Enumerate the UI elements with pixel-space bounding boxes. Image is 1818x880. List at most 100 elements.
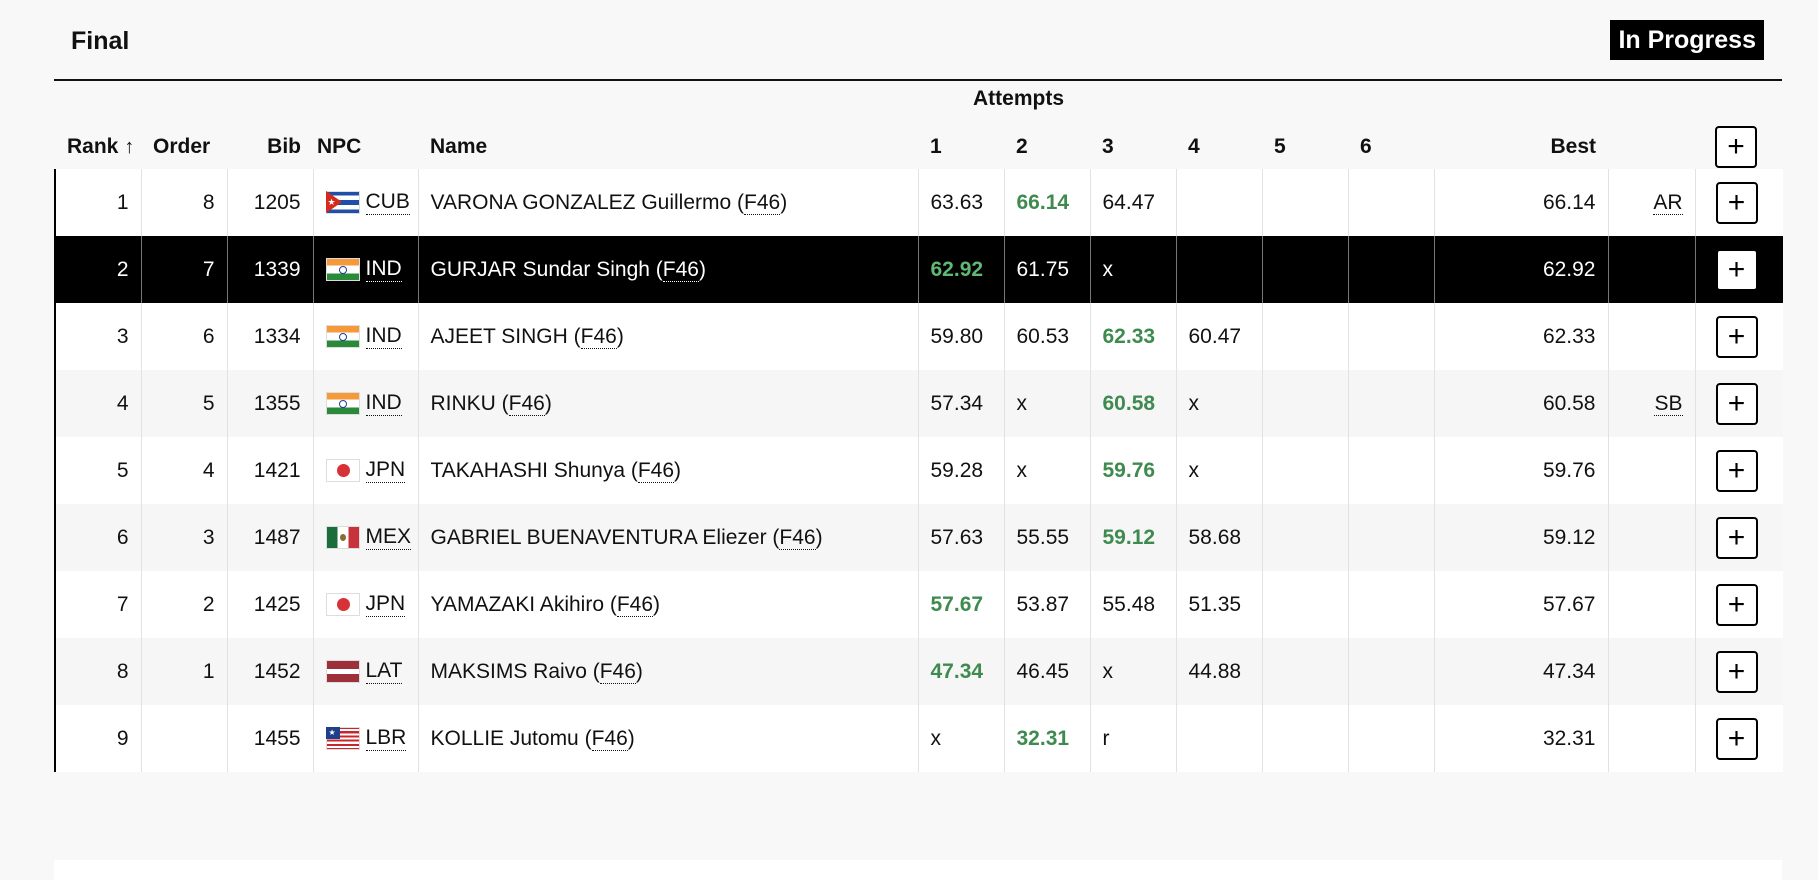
- expand-row-button[interactable]: +: [1715, 181, 1758, 224]
- npc-code[interactable]: LBR: [365, 726, 407, 751]
- expand-row-button[interactable]: +: [1715, 650, 1758, 693]
- athlete-name: AJEET SINGH: [430, 324, 568, 348]
- npc-code[interactable]: IND: [365, 257, 402, 282]
- bib-cell: 1455: [226, 705, 313, 772]
- sport-class[interactable]: F46: [591, 726, 628, 751]
- country-flag-icon: [325, 727, 360, 750]
- attempt-3-cell: 64.47: [1089, 169, 1176, 236]
- sport-class[interactable]: F46: [508, 391, 545, 416]
- npc-code[interactable]: JPN: [365, 458, 406, 483]
- attempt-4-cell: [1175, 236, 1262, 303]
- record-cell: AR: [1607, 169, 1695, 236]
- attempt-mark: 61.75: [1016, 257, 1070, 281]
- npc-cell: LBR: [312, 705, 418, 772]
- npc-code[interactable]: LAT: [365, 659, 403, 684]
- attempt-mark: 60.58: [1102, 391, 1156, 415]
- attempt-4-cell: 60.47: [1175, 303, 1262, 370]
- order-cell: 2: [140, 571, 227, 638]
- attempt-1-cell: 57.63: [917, 504, 1004, 571]
- order-cell: 7: [140, 236, 227, 303]
- attempt-mark: 63.63: [930, 190, 984, 214]
- npc-code[interactable]: MEX: [365, 525, 412, 550]
- column-header-name[interactable]: Name: [430, 135, 488, 158]
- attempt-4-cell: 58.68: [1175, 504, 1262, 571]
- athlete-name: GABRIEL BUENAVENTURA Eliezer: [430, 525, 767, 549]
- column-header-best[interactable]: Best: [1550, 135, 1596, 158]
- expand-row-button[interactable]: +: [1715, 248, 1758, 291]
- country-flag-icon: [325, 593, 360, 616]
- expand-all-button[interactable]: +: [1715, 126, 1757, 168]
- name-cell: KOLLIE Jutomu (F46): [417, 705, 918, 772]
- rank-header-label: Rank: [67, 135, 119, 158]
- rank-cell: 4: [54, 370, 141, 437]
- best-cell: 32.31: [1433, 705, 1608, 772]
- sport-class[interactable]: F46: [779, 525, 816, 550]
- sport-class[interactable]: F46: [637, 458, 675, 483]
- expand-row-button[interactable]: +: [1715, 382, 1758, 425]
- order-cell: 8: [140, 169, 227, 236]
- attempt-mark: 57.34: [930, 391, 984, 415]
- record-badge[interactable]: AR: [1653, 190, 1683, 215]
- table-row[interactable]: 9 1455 LBR KOLLIE Jutomu (F46) x 32.31 r…: [54, 705, 1783, 772]
- table-row[interactable]: 1 8 1205 CUB VARONA GONZALEZ Guillermo (…: [54, 169, 1783, 236]
- column-header-record: [1608, 125, 1695, 169]
- attempt-mark: x: [1188, 391, 1200, 415]
- order-cell: 5: [140, 370, 227, 437]
- attempt-mark: 59.80: [930, 324, 984, 348]
- attempt-5-cell: [1261, 303, 1348, 370]
- best-cell: 62.92: [1433, 236, 1608, 303]
- name-cell: YAMAZAKI Akihiro (F46): [417, 571, 918, 638]
- table-row[interactable]: 3 6 1334 IND AJEET SINGH (F46) 59.80 60.…: [54, 303, 1783, 370]
- expand-row-button[interactable]: +: [1715, 717, 1758, 760]
- expand-row-button[interactable]: +: [1715, 449, 1758, 492]
- table-row[interactable]: 2 7 1339 IND GURJAR Sundar Singh (F46) 6…: [54, 236, 1783, 303]
- column-header-rank[interactable]: Rank ↑: [55, 125, 141, 169]
- country-flag-icon: [325, 258, 360, 281]
- npc-code[interactable]: JPN: [365, 592, 406, 617]
- sport-class[interactable]: F46: [744, 190, 781, 215]
- expand-row-button[interactable]: +: [1715, 583, 1758, 626]
- table-row[interactable]: 6 3 1487 MEX GABRIEL BUENAVENTURA Elieze…: [54, 504, 1783, 571]
- name-cell: GABRIEL BUENAVENTURA Eliezer (F46): [417, 504, 918, 571]
- attempt-mark: 44.88: [1188, 659, 1242, 683]
- npc-code[interactable]: IND: [365, 391, 402, 416]
- sport-class[interactable]: F46: [662, 257, 699, 282]
- column-header-attempt-1: 1: [930, 135, 942, 158]
- sport-class[interactable]: F46: [580, 324, 617, 349]
- attempt-5-cell: [1261, 571, 1348, 638]
- sport-class[interactable]: F46: [616, 592, 654, 617]
- record-badge[interactable]: SB: [1654, 391, 1683, 416]
- country-flag-icon: [325, 459, 360, 482]
- rank-cell: 3: [54, 303, 141, 370]
- sport-class[interactable]: F46: [599, 659, 636, 684]
- attempt-2-cell: 53.87: [1003, 571, 1090, 638]
- country-flag-icon: [325, 325, 360, 348]
- npc-code[interactable]: CUB: [365, 190, 410, 215]
- npc-cell: CUB: [312, 169, 418, 236]
- table-row[interactable]: 7 2 1425 JPN YAMAZAKI Akihiro (F46) 57.6…: [54, 571, 1783, 638]
- attempt-mark: 46.45: [1016, 659, 1070, 683]
- attempt-6-cell: [1347, 303, 1434, 370]
- npc-code[interactable]: IND: [365, 324, 402, 349]
- bib-cell: 1334: [226, 303, 313, 370]
- column-header-npc[interactable]: NPC: [317, 135, 362, 158]
- name-cell: VARONA GONZALEZ Guillermo (F46): [417, 169, 918, 236]
- expand-cell: +: [1694, 303, 1783, 370]
- table-row[interactable]: 5 4 1421 JPN TAKAHASHI Shunya (F46) 59.2…: [54, 437, 1783, 504]
- attempt-4-cell: [1175, 705, 1262, 772]
- table-row[interactable]: 8 1 1452 LAT MAKSIMS Raivo (F46) 47.34 4…: [54, 638, 1783, 705]
- order-cell: 4: [140, 437, 227, 504]
- expand-row-button[interactable]: +: [1715, 516, 1758, 559]
- attempt-4-cell: 44.88: [1175, 638, 1262, 705]
- name-cell: RINKU (F46): [417, 370, 918, 437]
- table-row[interactable]: 4 5 1355 IND RINKU (F46) 57.34 x 60.58 x…: [54, 370, 1783, 437]
- npc-cell: JPN: [312, 571, 418, 638]
- column-header-bib[interactable]: Bib: [267, 135, 301, 158]
- column-header-order[interactable]: Order: [153, 135, 211, 158]
- attempt-mark: 64.47: [1102, 190, 1156, 214]
- bib-cell: 1487: [226, 504, 313, 571]
- results-page: Final In Progress Attempts Rank ↑ Order B…: [0, 0, 1818, 830]
- expand-row-button[interactable]: +: [1715, 315, 1758, 358]
- table-header-row: Rank ↑ Order Bib NPC Name 1 2 3 4 5 6 Bes…: [55, 125, 1783, 169]
- attempt-3-cell: 62.33: [1089, 303, 1176, 370]
